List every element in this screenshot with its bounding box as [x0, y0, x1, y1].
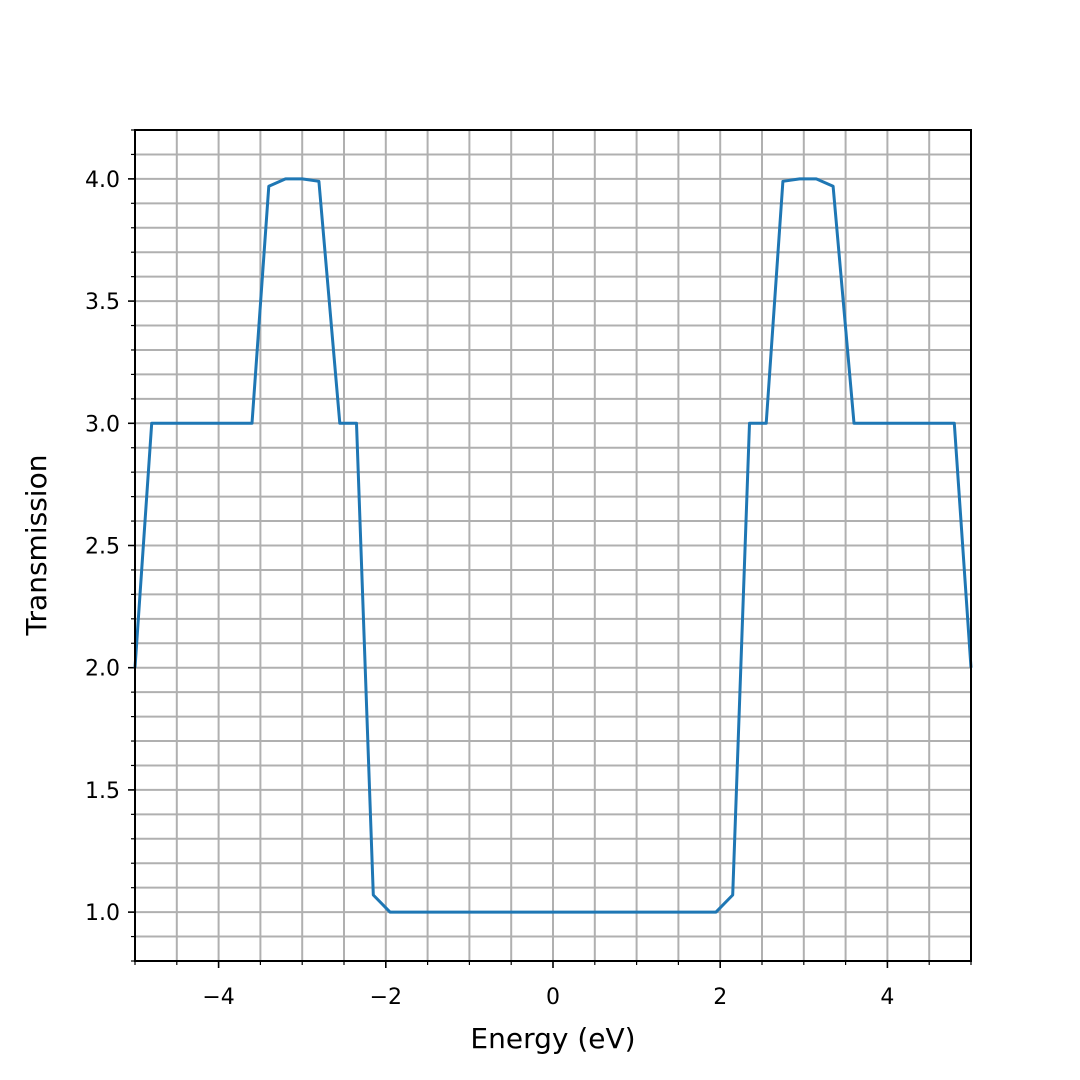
x-tick-label: −4	[202, 985, 234, 1010]
x-tick-label: 4	[880, 985, 894, 1010]
y-tick-label: 2.0	[85, 657, 120, 682]
y-tick-label: 1.5	[85, 779, 120, 804]
y-tick-label: 2.5	[85, 535, 120, 560]
y-tick-label: 3.0	[85, 412, 120, 437]
y-tick-label: 3.5	[85, 290, 120, 315]
axis-ticks: −4 −2 0 2 4 1.0 1.5 2.0 2.5 3.0 3.5 4.0	[85, 129, 972, 1010]
x-axis-label: Energy (eV)	[470, 1022, 635, 1055]
y-tick-label: 4.0	[85, 168, 120, 193]
y-axis-label: Transmission	[20, 455, 53, 637]
grid	[134, 129, 972, 962]
y-tick-label: 1.0	[85, 901, 120, 926]
series-line	[133, 177, 973, 914]
x-tick-label: 0	[546, 985, 560, 1010]
series-layer	[133, 177, 973, 914]
plot-frame	[134, 129, 972, 962]
x-tick-label: −2	[370, 985, 402, 1010]
x-tick-label: 2	[713, 985, 727, 1010]
